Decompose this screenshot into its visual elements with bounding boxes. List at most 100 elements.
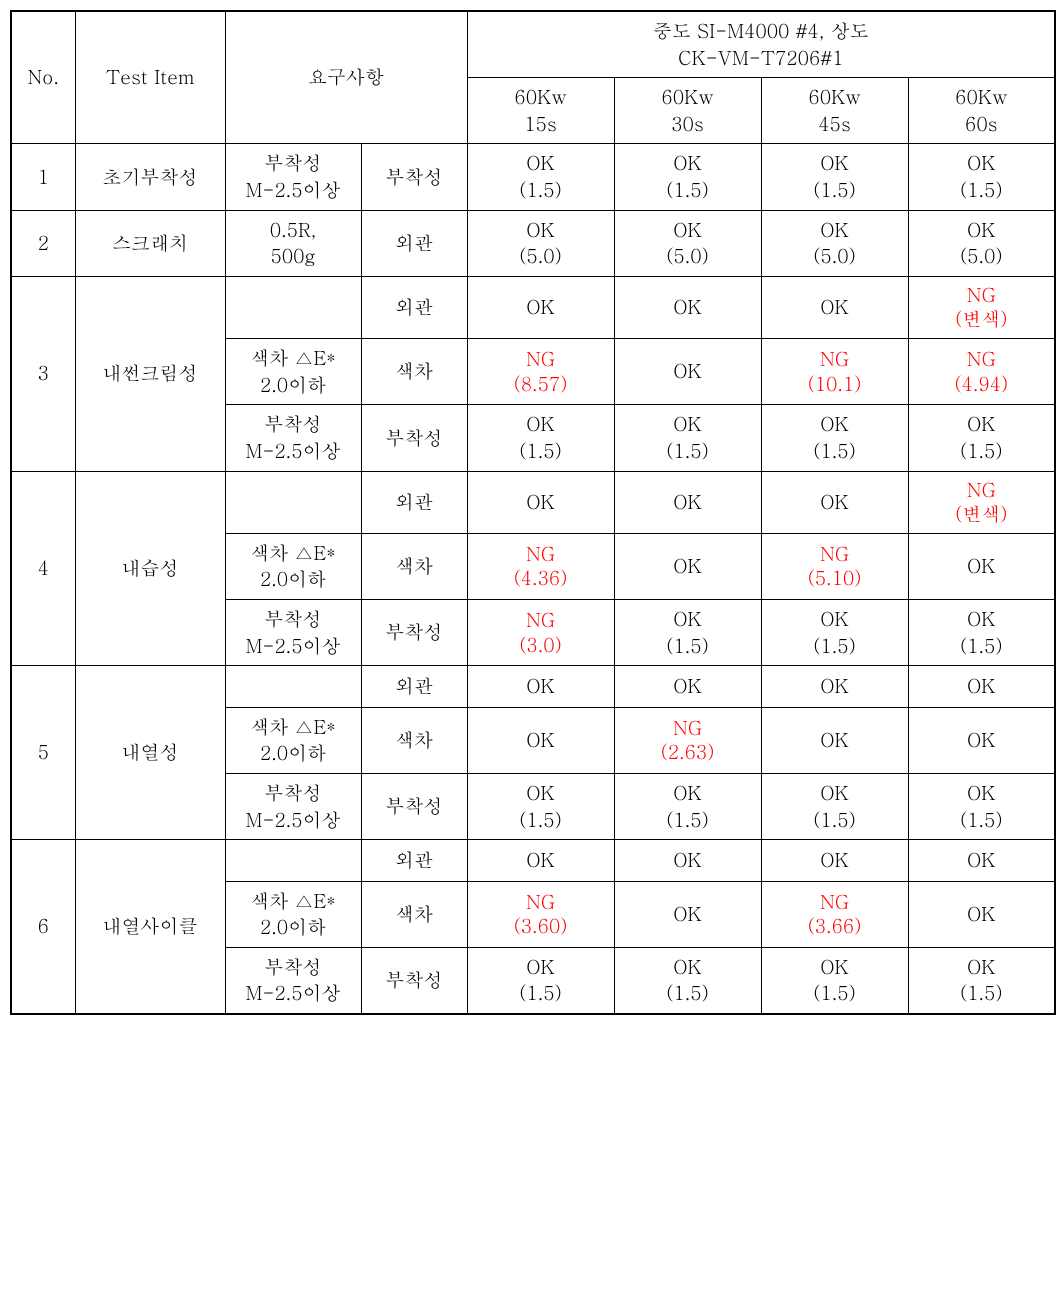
- result-cell: OK: [761, 707, 908, 773]
- row-metric: 색차: [361, 881, 467, 947]
- test-results-table: No.Test Item요구사항중도 SI-M4000 #4, 상도CK-VM-…: [10, 10, 1056, 1015]
- row-test-item: 내열사이클: [75, 840, 225, 1014]
- result-cell: OK(1.5): [614, 773, 761, 839]
- result-cell: OK: [467, 276, 614, 338]
- row-metric: 외관: [361, 276, 467, 338]
- header-no: No.: [11, 11, 75, 144]
- result-cell: NG(3.0): [467, 600, 614, 666]
- result-cell: OK(1.5): [908, 600, 1055, 666]
- result-cell: NG(8.57): [467, 339, 614, 405]
- result-cell: NG(10.1): [761, 339, 908, 405]
- result-cell: OK(1.5): [908, 405, 1055, 471]
- result-cell: OK(1.5): [908, 144, 1055, 210]
- result-cell: OK: [614, 276, 761, 338]
- row-requirement: [225, 666, 361, 708]
- row-test-item: 스크래치: [75, 210, 225, 276]
- row-metric: 외관: [361, 840, 467, 882]
- row-no: 6: [11, 840, 75, 1014]
- result-cell: OK: [908, 881, 1055, 947]
- result-cell: OK(1.5): [761, 773, 908, 839]
- row-test-item: 초기부착성: [75, 144, 225, 210]
- row-requirement: 색차 △E*2.0이하: [225, 339, 361, 405]
- result-cell: OK(1.5): [467, 405, 614, 471]
- result-cell: OK: [614, 881, 761, 947]
- header-cond-4: 60Kw60s: [908, 78, 1055, 144]
- header-cond-2: 60Kw30s: [614, 78, 761, 144]
- result-cell: NG(5.10): [761, 533, 908, 599]
- header-group-title: 중도 SI-M4000 #4, 상도CK-VM-T7206#1: [467, 11, 1055, 78]
- row-requirement: 부착성M-2.5이상: [225, 144, 361, 210]
- result-cell: OK: [467, 666, 614, 708]
- header-cond-1: 60Kw15s: [467, 78, 614, 144]
- row-no: 4: [11, 471, 75, 666]
- result-cell: NG(4.36): [467, 533, 614, 599]
- row-test-item: 내열성: [75, 666, 225, 840]
- row-test-item: 내습성: [75, 471, 225, 666]
- result-cell: OK(1.5): [614, 405, 761, 471]
- result-cell: OK(1.5): [761, 144, 908, 210]
- result-cell: NG(2.63): [614, 707, 761, 773]
- result-cell: OK(1.5): [467, 773, 614, 839]
- result-cell: OK(5.0): [467, 210, 614, 276]
- row-requirement: [225, 471, 361, 533]
- result-cell: OK: [908, 840, 1055, 882]
- result-cell: OK: [761, 666, 908, 708]
- header-requirement: 요구사항: [225, 11, 467, 144]
- result-cell: NG(3.60): [467, 881, 614, 947]
- result-cell: OK: [467, 840, 614, 882]
- row-no: 1: [11, 144, 75, 210]
- row-metric: 부착성: [361, 144, 467, 210]
- row-requirement: 색차 △E*2.0이하: [225, 533, 361, 599]
- row-metric: 색차: [361, 533, 467, 599]
- row-metric: 부착성: [361, 947, 467, 1014]
- row-metric: 부착성: [361, 405, 467, 471]
- row-requirement: [225, 840, 361, 882]
- result-cell: NG(3.66): [761, 881, 908, 947]
- row-requirement: 부착성M-2.5이상: [225, 600, 361, 666]
- result-cell: OK: [467, 471, 614, 533]
- result-cell: OK(1.5): [761, 405, 908, 471]
- row-metric: 색차: [361, 707, 467, 773]
- result-cell: OK: [614, 339, 761, 405]
- header-test-item: Test Item: [75, 11, 225, 144]
- row-requirement: 0.5R,500g: [225, 210, 361, 276]
- row-requirement: 부착성M-2.5이상: [225, 773, 361, 839]
- row-metric: 외관: [361, 666, 467, 708]
- result-cell: OK(1.5): [467, 144, 614, 210]
- result-cell: OK(5.0): [761, 210, 908, 276]
- result-cell: OK: [908, 666, 1055, 708]
- row-requirement: 색차 △E*2.0이하: [225, 881, 361, 947]
- header-cond-3: 60Kw45s: [761, 78, 908, 144]
- row-requirement: 색차 △E*2.0이하: [225, 707, 361, 773]
- result-cell: OK: [467, 707, 614, 773]
- result-cell: OK(5.0): [908, 210, 1055, 276]
- result-cell: OK: [761, 840, 908, 882]
- row-metric: 부착성: [361, 600, 467, 666]
- result-cell: OK(1.5): [467, 947, 614, 1014]
- result-cell: NG(변색): [908, 276, 1055, 338]
- result-cell: OK: [614, 840, 761, 882]
- result-cell: OK: [761, 471, 908, 533]
- row-requirement: [225, 276, 361, 338]
- result-cell: NG(변색): [908, 471, 1055, 533]
- result-cell: OK: [614, 666, 761, 708]
- result-cell: OK(5.0): [614, 210, 761, 276]
- row-requirement: 부착성M-2.5이상: [225, 405, 361, 471]
- result-cell: OK(1.5): [614, 144, 761, 210]
- row-metric: 색차: [361, 339, 467, 405]
- row-requirement: 부착성M-2.5이상: [225, 947, 361, 1014]
- result-cell: OK(1.5): [614, 947, 761, 1014]
- result-cell: OK(1.5): [761, 947, 908, 1014]
- result-cell: OK(1.5): [761, 600, 908, 666]
- result-cell: OK: [908, 533, 1055, 599]
- row-no: 5: [11, 666, 75, 840]
- result-cell: OK(1.5): [908, 947, 1055, 1014]
- row-no: 3: [11, 276, 75, 471]
- row-metric: 부착성: [361, 773, 467, 839]
- result-cell: OK(1.5): [614, 600, 761, 666]
- result-cell: OK: [908, 707, 1055, 773]
- result-cell: OK: [761, 276, 908, 338]
- row-metric: 외관: [361, 471, 467, 533]
- row-metric: 외관: [361, 210, 467, 276]
- result-cell: OK(1.5): [908, 773, 1055, 839]
